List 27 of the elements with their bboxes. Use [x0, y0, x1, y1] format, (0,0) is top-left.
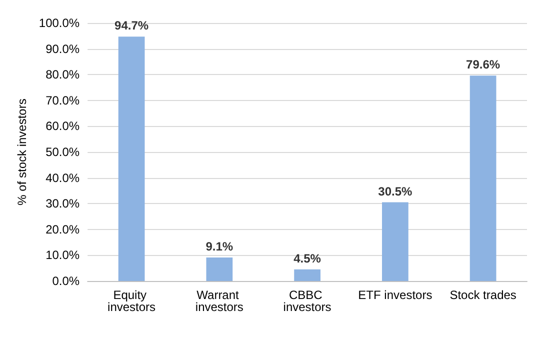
y-tick-label: 60.0% — [46, 119, 80, 134]
bar — [118, 36, 145, 281]
y-tick-label: 80.0% — [46, 68, 80, 82]
y-axis-title: % of stock investors — [15, 98, 29, 206]
bar — [382, 202, 408, 281]
y-tick-label: 0.0% — [52, 274, 80, 288]
data-label: 94.7% — [114, 18, 149, 33]
data-label: 30.5% — [378, 184, 413, 198]
x-tick-label: Warrant investors — [195, 288, 244, 314]
y-tick-label: 70.0% — [46, 93, 80, 108]
bar — [294, 269, 320, 281]
data-label: 9.1% — [206, 240, 234, 254]
bar — [470, 76, 496, 281]
y-tick-label: 90.0% — [46, 42, 80, 56]
x-tick-label: ETF investors — [358, 288, 432, 302]
bar — [206, 258, 233, 281]
y-tick-label: 30.0% — [46, 196, 80, 211]
x-tick-label: Equity investors — [108, 288, 156, 314]
y-tick-label: 100.0% — [38, 16, 80, 30]
x-tick-label: CBBC investors — [283, 288, 332, 314]
y-tick-label: 20.0% — [46, 222, 80, 236]
y-tick-label: 50.0% — [46, 145, 80, 159]
y-tick-label: 40.0% — [46, 170, 80, 185]
x-tick-label: Stock trades — [450, 288, 516, 302]
data-label: 79.6% — [466, 58, 500, 72]
data-label: 4.5% — [294, 251, 322, 266]
y-tick-label: 10.0% — [46, 248, 80, 262]
